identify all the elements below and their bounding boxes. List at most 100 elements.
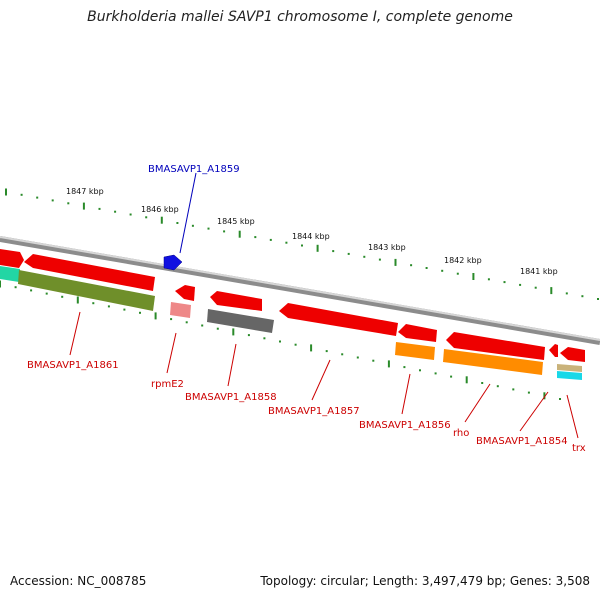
gene-arrow-BMASAVP1_A1857[interactable] [279,303,398,336]
leader-BMASAVP1_A1854 [519,391,549,432]
inner-ring-minor-tick [92,302,95,305]
outer-ring-minor-tick [597,298,599,300]
outer-ring-minor-tick [425,267,428,269]
outer-ring-minor-tick [98,207,101,210]
gene-bar-trx-tan[interactable] [557,364,582,372]
gene-arrow-trx-top[interactable] [560,347,585,362]
inner-ring-minor-tick [512,388,515,391]
leader-BMASAVP1_A1857 [311,359,331,401]
gene-label-trx[interactable]: trx [572,443,586,454]
inner-ring-major-tick [76,296,79,304]
gene-arrow-BMASAVP1_A1861-top[interactable] [24,254,155,291]
outer-ring-major-tick [472,273,475,280]
outer-ring-minor-tick [51,199,54,202]
outer-ring-minor-tick [347,252,350,255]
gene-arrow-BMASAVP1_A1859[interactable] [163,254,183,271]
kbp-label-1843: 1843 kbp [368,243,406,252]
kbp-label-1845: 1845 kbp [217,217,255,226]
outer-ring-major-tick [238,230,241,238]
gene-bar-rpmE2[interactable] [170,302,191,318]
gene-arrow-rho-top[interactable] [446,332,545,360]
leader-BMASAVP1_A1859 [179,172,197,254]
outer-ring-minor-tick [145,216,148,219]
gene-bar-BMASAVP1_A1858[interactable] [207,309,274,333]
inner-ring-minor-tick [170,318,173,321]
outer-ring-minor-tick [441,269,444,272]
outer-ring-minor-tick [129,213,132,216]
forward-strand-genes [163,254,183,271]
outer-ring-major-tick [316,244,319,252]
inner-ring-minor-tick [496,385,499,388]
inner-ring-minor-tick [356,356,359,359]
gene-arrow-rpmE2-top[interactable] [175,285,195,301]
kbp-labels: 1847 kbp 1846 kbp 1845 kbp 1844 kbp 1843… [66,187,558,276]
inner-ring-major-tick [0,280,1,288]
inner-ring-minor-tick [263,337,266,340]
outer-ring-major-tick [550,287,553,295]
inner-ring-minor-tick [247,334,250,337]
kbp-label-1841: 1841 kbp [520,267,558,276]
inner-ring-minor-tick [139,311,141,314]
outer-ring-minor-tick [519,283,522,286]
outer-ring-minor-tick [410,264,413,267]
outer-ring-major-tick [82,202,85,210]
inner-ring-minor-tick [30,289,33,292]
outer-ring-minor-tick [456,272,459,275]
outer-ring-minor-tick [285,241,288,244]
inner-ring-minor-tick [294,343,297,346]
gene-label-BMASAVP1_A1859[interactable]: BMASAVP1_A1859 [148,164,240,175]
outer-ring-minor-tick [269,238,272,241]
outer-ring-minor-tick [332,250,335,253]
outer-ring-minor-tick [114,210,117,213]
outer-ring-major-tick [5,188,7,196]
gene-label-rho[interactable]: rho [453,428,469,439]
inner-ring-minor-tick [279,340,281,343]
accession-text: Accession: NC_008785 [10,574,147,588]
inner-ring-minor-tick [216,327,219,330]
inner-tick-ring [0,280,561,400]
inner-ring-major-tick [154,312,157,320]
gene-label-BMASAVP1_A1858[interactable]: BMASAVP1_A1858 [185,392,277,403]
kbp-label-1844: 1844 kbp [292,232,330,241]
outer-ring-major-tick [160,216,163,224]
gene-arrow-BMASAVP1_A1858-top[interactable] [210,291,262,311]
leader-trx [566,394,579,439]
outer-ring-minor-tick [20,193,23,196]
gene-label-rpmE2[interactable]: rpmE2 [151,379,184,390]
leader-BMASAVP1_A1856 [401,373,411,415]
gene-label-BMASAVP1_A1857[interactable]: BMASAVP1_A1857 [268,406,360,417]
gene-arrow-BMASAVP1_A1854[interactable] [549,344,558,357]
inner-ring-major-tick [232,328,235,336]
map-title: Burkholderia mallei SAVP1 chromosome I, … [87,9,513,25]
inner-ring-minor-tick [107,305,110,308]
outer-ring-minor-tick [301,244,303,247]
outer-ring-minor-tick [254,236,257,239]
gene-label-BMASAVP1_A1854[interactable]: BMASAVP1_A1854 [476,436,568,447]
kbp-label-1846: 1846 kbp [141,205,179,214]
gene-bar-left-teal[interactable] [0,266,20,282]
outer-ring-minor-tick [191,224,194,227]
outer-ring-minor-tick [363,255,366,258]
outer-ring-minor-tick [503,281,506,284]
gene-arrow-BMASAVP1_A1856-top[interactable] [398,324,437,342]
inner-ring-minor-tick [481,382,484,384]
gene-bar-BMASAVP1_A1856[interactable] [395,342,435,360]
inner-ring-minor-tick [61,295,64,298]
gene-bar-rho[interactable] [443,349,543,375]
inner-ring-minor-tick [325,350,328,353]
inner-ring-minor-tick [185,321,188,324]
inner-ring-minor-tick [527,391,530,394]
inner-ring-major-tick [387,360,390,368]
gene-bar-BMASAVP1_A1861[interactable] [18,270,155,311]
inner-ring-minor-tick [403,366,406,369]
leader-rpmE2 [166,332,177,374]
gene-bar-trx-cyan[interactable] [557,371,582,380]
leader-BMASAVP1_A1861 [69,311,81,356]
gene-label-BMASAVP1_A1856[interactable]: BMASAVP1_A1856 [359,420,451,431]
genome-summary-text: Topology: circular; Length: 3,497,479 bp… [260,574,590,588]
outer-ring-minor-tick [487,278,490,281]
gene-label-BMASAVP1_A1861[interactable]: BMASAVP1_A1861 [27,360,119,371]
inner-ring-minor-tick [450,375,453,378]
gene-arrow-left-edge[interactable] [0,249,24,268]
